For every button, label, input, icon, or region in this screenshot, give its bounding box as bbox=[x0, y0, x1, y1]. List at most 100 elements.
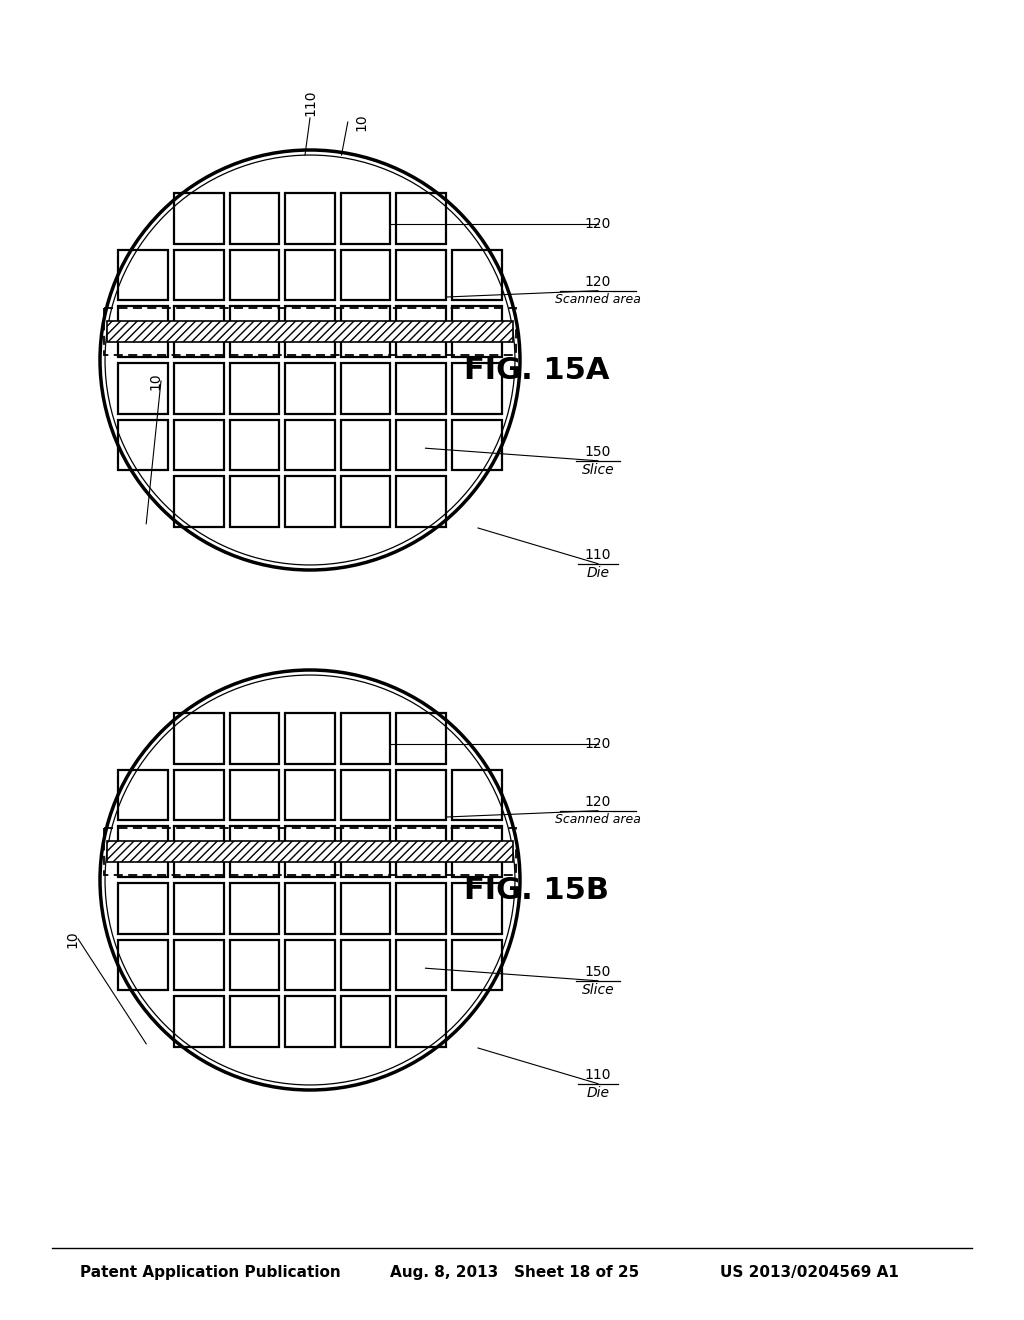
Bar bbox=[229, 420, 280, 470]
Bar bbox=[229, 713, 280, 763]
Bar bbox=[103, 828, 516, 875]
Bar bbox=[341, 477, 390, 527]
Bar bbox=[396, 826, 446, 876]
Bar bbox=[103, 308, 516, 355]
Bar bbox=[285, 713, 335, 763]
Text: Slice: Slice bbox=[582, 983, 614, 997]
Bar bbox=[118, 420, 168, 470]
Bar bbox=[174, 883, 223, 933]
Bar bbox=[174, 193, 223, 244]
Bar bbox=[285, 940, 335, 990]
Text: 10: 10 bbox=[148, 372, 162, 389]
Bar bbox=[396, 713, 446, 763]
Text: 110: 110 bbox=[303, 90, 317, 116]
Text: 120: 120 bbox=[585, 795, 611, 809]
Bar bbox=[229, 477, 280, 527]
Bar bbox=[285, 883, 335, 933]
Text: Slice: Slice bbox=[582, 463, 614, 477]
Bar bbox=[396, 940, 446, 990]
Bar bbox=[453, 420, 502, 470]
Bar bbox=[174, 306, 223, 356]
Bar bbox=[341, 770, 390, 820]
Bar bbox=[174, 249, 223, 300]
Bar bbox=[396, 363, 446, 413]
Bar bbox=[174, 940, 223, 990]
Text: 10: 10 bbox=[354, 114, 369, 131]
Bar bbox=[285, 420, 335, 470]
Bar bbox=[174, 997, 223, 1047]
Bar bbox=[453, 940, 502, 990]
Text: Die: Die bbox=[587, 566, 609, 579]
Bar bbox=[285, 193, 335, 244]
Text: 150: 150 bbox=[585, 965, 611, 979]
Bar bbox=[174, 420, 223, 470]
Text: 150: 150 bbox=[585, 445, 611, 459]
Bar bbox=[453, 770, 502, 820]
Bar bbox=[341, 997, 390, 1047]
Bar bbox=[106, 321, 513, 342]
Bar bbox=[453, 306, 502, 356]
Text: Aug. 8, 2013   Sheet 18 of 25: Aug. 8, 2013 Sheet 18 of 25 bbox=[390, 1265, 639, 1279]
Bar bbox=[106, 841, 513, 862]
Bar bbox=[341, 420, 390, 470]
Text: US 2013/0204569 A1: US 2013/0204569 A1 bbox=[720, 1265, 899, 1279]
Bar bbox=[174, 477, 223, 527]
Bar bbox=[453, 883, 502, 933]
Bar bbox=[229, 940, 280, 990]
Bar bbox=[174, 826, 223, 876]
Bar bbox=[341, 940, 390, 990]
Bar bbox=[229, 363, 280, 413]
Text: 120: 120 bbox=[585, 216, 611, 231]
Text: 120: 120 bbox=[585, 275, 611, 289]
Text: Scanned area: Scanned area bbox=[555, 813, 641, 826]
Bar bbox=[229, 770, 280, 820]
Bar bbox=[396, 883, 446, 933]
Bar bbox=[396, 997, 446, 1047]
Bar bbox=[118, 306, 168, 356]
Bar bbox=[396, 477, 446, 527]
Text: Scanned area: Scanned area bbox=[555, 293, 641, 306]
Bar bbox=[285, 249, 335, 300]
Bar bbox=[174, 363, 223, 413]
Bar bbox=[396, 249, 446, 300]
Bar bbox=[341, 883, 390, 933]
Bar bbox=[229, 826, 280, 876]
Bar bbox=[229, 306, 280, 356]
Text: FIG. 15B: FIG. 15B bbox=[464, 876, 609, 906]
Bar bbox=[453, 249, 502, 300]
Bar bbox=[229, 249, 280, 300]
Bar bbox=[285, 826, 335, 876]
Bar bbox=[285, 997, 335, 1047]
Bar bbox=[341, 306, 390, 356]
Bar bbox=[174, 713, 223, 763]
Bar bbox=[341, 363, 390, 413]
Bar bbox=[341, 193, 390, 244]
Bar bbox=[396, 420, 446, 470]
Text: Patent Application Publication: Patent Application Publication bbox=[80, 1265, 341, 1279]
Bar bbox=[285, 363, 335, 413]
Bar bbox=[341, 249, 390, 300]
Bar bbox=[396, 306, 446, 356]
Bar bbox=[118, 826, 168, 876]
Bar bbox=[341, 826, 390, 876]
Text: 120: 120 bbox=[585, 737, 611, 751]
Bar bbox=[229, 193, 280, 244]
Bar bbox=[229, 997, 280, 1047]
Bar bbox=[396, 770, 446, 820]
Bar bbox=[118, 940, 168, 990]
Bar bbox=[229, 883, 280, 933]
Bar bbox=[118, 249, 168, 300]
Bar bbox=[285, 477, 335, 527]
Bar bbox=[341, 713, 390, 763]
Bar bbox=[118, 363, 168, 413]
Bar bbox=[396, 193, 446, 244]
Bar bbox=[285, 306, 335, 356]
Text: 110: 110 bbox=[585, 548, 611, 562]
Text: Die: Die bbox=[587, 1085, 609, 1100]
Bar bbox=[285, 770, 335, 820]
Bar bbox=[118, 770, 168, 820]
Bar bbox=[174, 770, 223, 820]
Text: FIG. 15A: FIG. 15A bbox=[464, 356, 609, 385]
Bar bbox=[118, 883, 168, 933]
Text: 10: 10 bbox=[65, 931, 79, 948]
